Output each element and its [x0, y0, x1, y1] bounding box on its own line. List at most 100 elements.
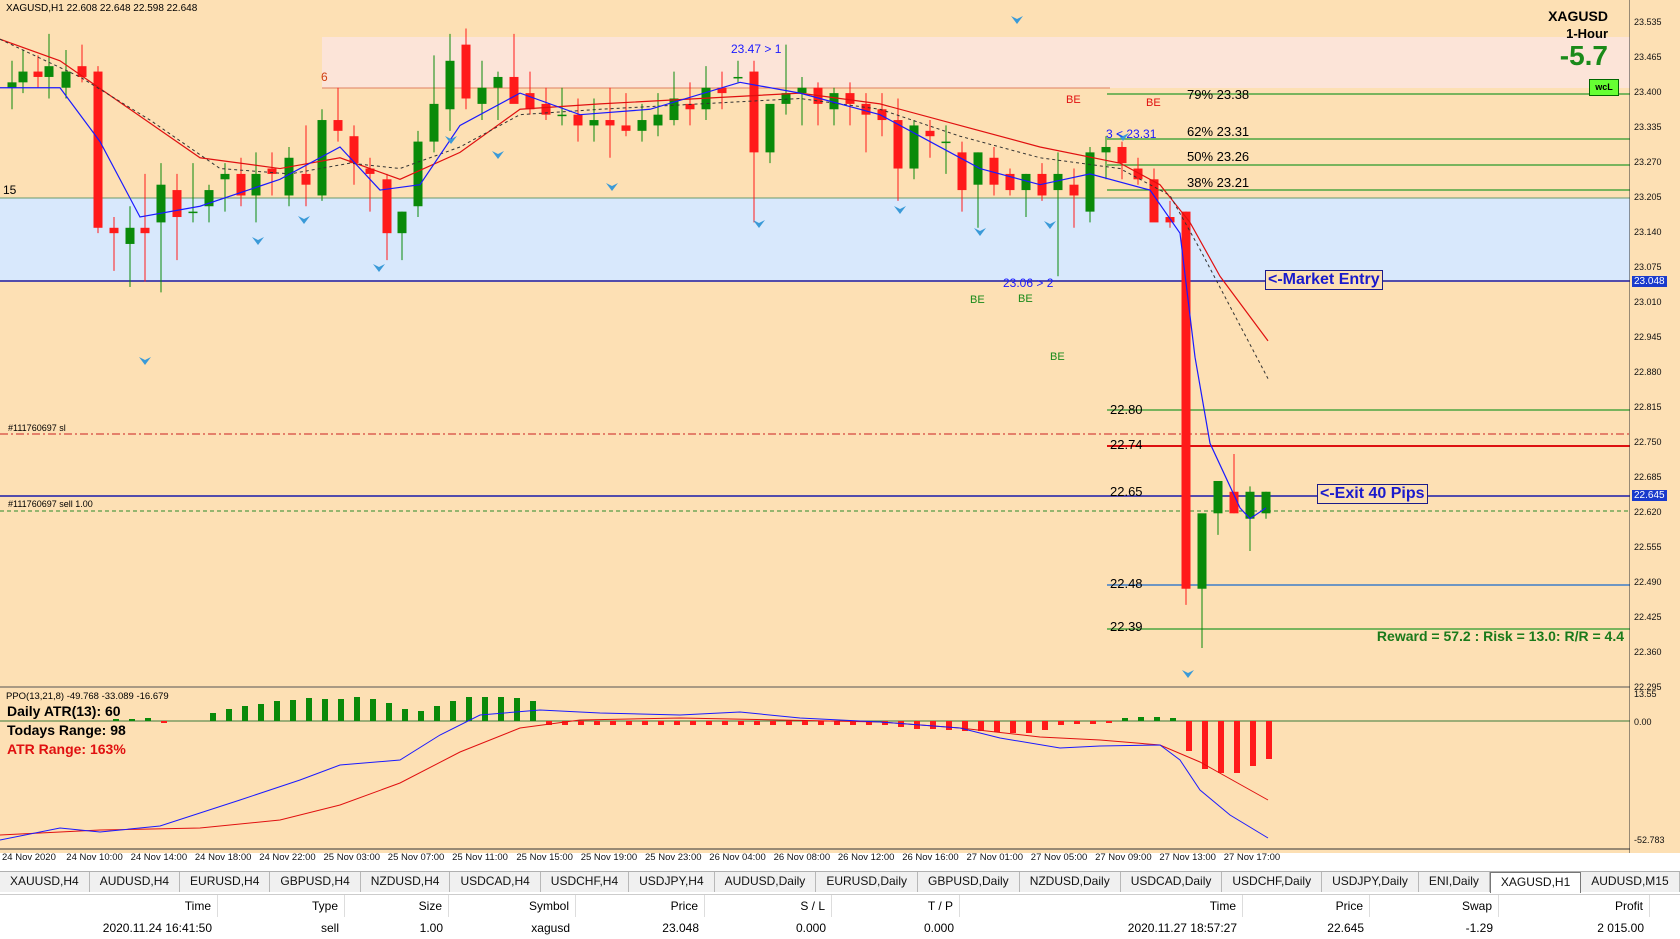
level-label: 22.80 [1110, 402, 1143, 417]
ppo-histogram-bar [770, 721, 776, 725]
tab-eni-daily[interactable]: ENI,Daily [1419, 872, 1490, 892]
candle-body [589, 120, 599, 126]
table-row[interactable]: 2020.11.24 16:41:50 sell 1.00 xagusd 23.048 0… [0, 917, 1680, 939]
tab-audusd-m15[interactable]: AUDUSD,M15 [1581, 872, 1680, 892]
column-header[interactable]: T / P [832, 895, 960, 917]
ppo-histogram-bar [578, 721, 584, 725]
price-axis-tick: 23.205 [1634, 192, 1662, 202]
indicator-axis-tick: 13.55 [1634, 689, 1657, 699]
ppo-histogram-bar [161, 721, 167, 723]
price-axis-tick: 23.270 [1634, 157, 1662, 167]
column-header[interactable]: Swap [1370, 895, 1499, 917]
candle-body [44, 66, 54, 77]
column-header[interactable]: Price [576, 895, 705, 917]
price-axis-tick: 23.465 [1634, 52, 1662, 62]
candle-body [251, 173, 261, 196]
column-header[interactable]: Size [345, 895, 449, 917]
price-axis[interactable]: 23.535 23.465 23.400 23.335 23.270 23.205 23.1… [1630, 0, 1680, 853]
tab-audusd-daily[interactable]: AUDUSD,Daily [715, 872, 817, 892]
tab-gbpusd-h4[interactable]: GBPUSD,H4 [270, 872, 361, 892]
candle-body [413, 141, 423, 207]
tab-xauusd-h4[interactable]: XAUUSD,H4 [0, 872, 90, 892]
tab-nzdusd-h4[interactable]: NZDUSD,H4 [361, 872, 451, 892]
candle-body [1085, 152, 1095, 212]
price-chart[interactable] [0, 0, 1630, 853]
column-header[interactable]: Price [1243, 895, 1370, 917]
chart-window[interactable]: XAGUSD,H1 22.608 22.648 22.598 22.648 XA… [0, 0, 1680, 863]
ppo-histogram-bar [1106, 721, 1112, 723]
candle-body [93, 71, 103, 228]
level-label: 22.65 [1110, 484, 1143, 499]
candle-body [829, 93, 839, 110]
time-axis-tick: 24 Nov 14:00 [130, 852, 188, 863]
price-axis-tick: 22.685 [1634, 472, 1662, 482]
table-cell: 2020.11.27 18:57:27 [1127, 921, 1237, 935]
entry-price-tag: 23.048 [1632, 276, 1667, 287]
ppo-histogram-bar [1170, 718, 1176, 721]
indicator-axis-tick: -52.783 [1634, 835, 1665, 845]
wcl-badge[interactable]: wcL [1589, 79, 1619, 96]
order-sell-label[interactable]: #111760697 sell 1.00 [8, 499, 93, 509]
ppo-histogram-bar [1266, 721, 1272, 759]
be-marker: BE [1018, 293, 1033, 305]
column-header[interactable]: S / L [705, 895, 832, 917]
candle-body [397, 211, 407, 234]
ppo-histogram-bar [1186, 721, 1192, 751]
candle-body [717, 87, 727, 94]
column-header[interactable]: Profit [1499, 895, 1650, 917]
ppo-histogram-bar [674, 721, 680, 725]
ppo-histogram-bar [882, 721, 888, 725]
candle-body [1197, 513, 1207, 589]
candle-body [941, 141, 951, 144]
time-axis-tick: 27 Nov 01:00 [966, 852, 1024, 863]
ppo-histogram-bar [738, 721, 744, 725]
tab-usdjpy-h4[interactable]: USDJPY,H4 [629, 872, 715, 892]
tab-usdcad-daily[interactable]: USDCAD,Daily [1121, 872, 1223, 892]
candle-body [461, 44, 471, 99]
price-axis-tick: 22.360 [1634, 647, 1662, 657]
ppo-histogram-bar [754, 721, 760, 725]
column-header[interactable]: Symbol [449, 895, 576, 917]
candle-body [1053, 173, 1063, 191]
ppo-histogram-bar [962, 721, 968, 731]
exit-price-tag: 22.645 [1632, 490, 1667, 501]
candle-body [1117, 146, 1127, 164]
tab-eurusd-daily[interactable]: EURUSD,Daily [816, 872, 918, 892]
price-axis-tick: 23.535 [1634, 17, 1662, 27]
time-axis-tick: 26 Nov 12:00 [837, 852, 895, 863]
column-header[interactable]: Time [960, 895, 1243, 917]
todays-range-text: Todays Range: 98 [7, 722, 126, 738]
ppo-histogram-bar [258, 704, 264, 721]
tab-gbpusd-daily[interactable]: GBPUSD,Daily [918, 872, 1020, 892]
ppo-histogram-bar [226, 709, 232, 721]
candle-body [989, 157, 999, 185]
column-header[interactable]: Time [0, 895, 218, 917]
fib-level-79: 79% 23.38 [1187, 87, 1250, 102]
level-label: 22.74 [1110, 437, 1143, 452]
ppo-histogram-bar [1122, 718, 1128, 721]
candle-body [1261, 491, 1271, 514]
tab-eurusd-h4[interactable]: EURUSD,H4 [180, 872, 271, 892]
ppo-histogram-bar [626, 721, 632, 725]
tab-usdjpy-daily[interactable]: USDJPY,Daily [1322, 872, 1419, 892]
ppo-histogram-bar [802, 721, 808, 725]
ppo-histogram-bar [370, 699, 376, 721]
support-zone [0, 198, 1630, 280]
candle-body [877, 109, 887, 121]
candle-body [653, 114, 663, 126]
table-cell: sell [320, 921, 339, 935]
tab-audusd-h4[interactable]: AUDUSD,H4 [90, 872, 181, 892]
tab-xagusd-h1[interactable]: XAGUSD,H1 [1489, 872, 1582, 893]
table-cell: xagusd [531, 921, 570, 935]
be-marker: BE [1066, 94, 1081, 106]
tab-usdcad-h4[interactable]: USDCAD,H4 [450, 872, 541, 892]
chart-tabs: XAUUSD,H4 AUDUSD,H4 EURUSD,H4 GBPUSD,H4 NZDU… [0, 871, 1680, 893]
candle-body [1149, 179, 1159, 223]
order-sl-label[interactable]: #111760697 sl [8, 423, 66, 433]
column-header[interactable]: Type [218, 895, 345, 917]
tab-usdchf-daily[interactable]: USDCHF,Daily [1222, 872, 1323, 892]
tab-usdchf-h4[interactable]: USDCHF,H4 [541, 872, 630, 892]
fractal-arrow [1117, 133, 1129, 141]
annotation-top-arrow: 23.47 > 1 [731, 42, 782, 56]
tab-nzdusd-daily[interactable]: NZDUSD,Daily [1020, 872, 1121, 892]
